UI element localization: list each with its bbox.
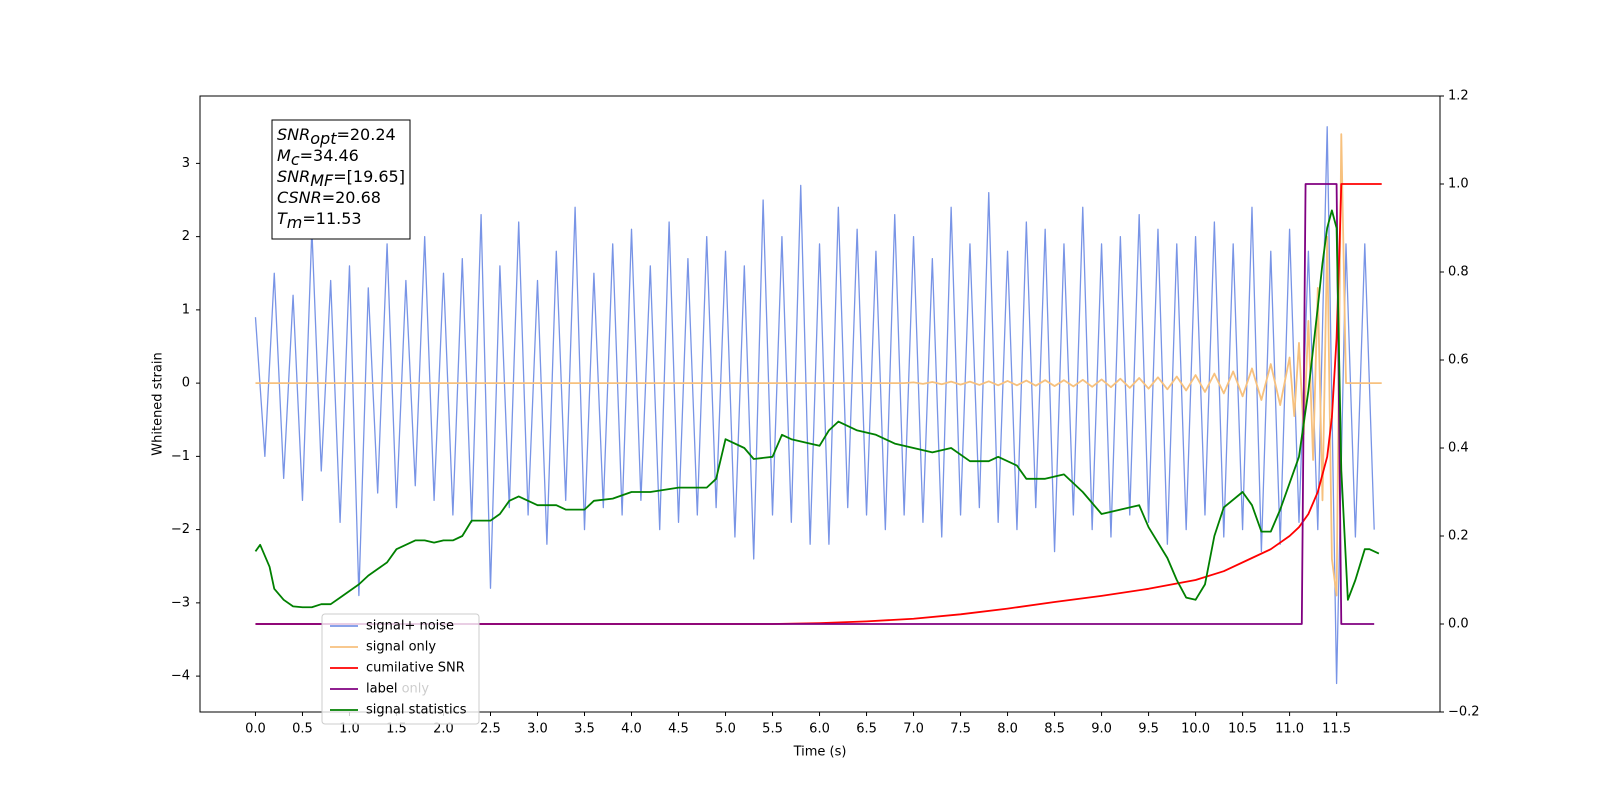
- annotation-value: =11.53: [302, 209, 361, 228]
- annotation-symbol: CSNR: [277, 188, 322, 207]
- y2-tick-label: 0.4: [1448, 441, 1469, 456]
- annotation-line: Mc=34.46: [277, 146, 359, 169]
- annotation-line: CSNR=20.68: [277, 188, 381, 207]
- legend-label: signal+ noise: [366, 619, 454, 634]
- x-tick-label: 4.0: [621, 722, 642, 737]
- x-tick-label: 6.0: [809, 722, 830, 737]
- series-line: [255, 183, 1375, 625]
- series-line: [254, 126, 1375, 685]
- x-tick-label: 11.0: [1275, 722, 1304, 737]
- x-tick-label: 5.5: [762, 722, 783, 737]
- y2-tick-label: 1.2: [1448, 89, 1469, 104]
- legend-label: signal only: [366, 640, 436, 655]
- annotation-line: SNRopt=20.24: [277, 125, 396, 148]
- x-tick-label: 10.0: [1181, 722, 1210, 737]
- annotation-box: SNRopt=20.24Mc=34.46SNRMF=[19.65]CSNR=20…: [271, 119, 411, 240]
- y-tick-label: 2: [182, 229, 190, 244]
- y2-tick-label: −0.2: [1448, 705, 1480, 720]
- x-tick-label: 8.5: [1044, 722, 1065, 737]
- x-tick-label: 1.5: [386, 722, 407, 737]
- annotation-subscript: MF: [310, 171, 334, 190]
- annotation-line: SNRMF=[19.65]: [277, 167, 405, 190]
- x-tick-label: 9.0: [1091, 722, 1112, 737]
- x-tick-label: 11.5: [1322, 722, 1351, 737]
- annotation-symbol: SNR: [277, 167, 310, 186]
- annotation-subscript: opt: [310, 129, 337, 148]
- x-tick-label: 0.0: [245, 722, 266, 737]
- x-axis-label: Time (s): [793, 745, 847, 760]
- series-line: [254, 209, 1380, 609]
- y2-tick-label: 0.6: [1448, 353, 1469, 368]
- y-axis-label: Whitened strain: [151, 352, 166, 455]
- y-tick-label: −3: [171, 595, 190, 610]
- annotation-value: =[19.65]: [333, 167, 405, 186]
- annotation-line: Tm=11.53: [277, 209, 362, 232]
- y-tick-label: −2: [171, 522, 190, 537]
- annotation-value: =20.68: [322, 188, 381, 207]
- y-tick-label: −1: [171, 449, 190, 464]
- annotation-symbol: M: [277, 146, 291, 165]
- x-tick-label: 4.5: [668, 722, 689, 737]
- x-tick-label: 3.0: [527, 722, 548, 737]
- x-tick-label: 2.0: [433, 722, 454, 737]
- x-tick-label: 6.5: [856, 722, 877, 737]
- annotation-value: =20.24: [336, 125, 395, 144]
- y2-tick-label: 0.8: [1448, 265, 1469, 280]
- y2-tick-label: 0.2: [1448, 529, 1469, 544]
- x-tick-label: 9.5: [1138, 722, 1159, 737]
- x-tick-label: 7.0: [903, 722, 924, 737]
- x-tick-label: 1.0: [339, 722, 360, 737]
- y-tick-label: 3: [182, 156, 190, 171]
- annotation-symbol: SNR: [277, 125, 310, 144]
- y-tick-label: −4: [171, 669, 190, 684]
- x-tick-label: 5.0: [715, 722, 736, 737]
- annotation-frame: [271, 119, 411, 240]
- x-tick-label: 0.5: [292, 722, 313, 737]
- x-tick-label: 3.5: [574, 722, 595, 737]
- annotation-subscript: m: [287, 213, 303, 232]
- y-tick-label: 1: [182, 302, 190, 317]
- y2-tick-label: 1.0: [1448, 177, 1469, 192]
- x-tick-label: 10.5: [1228, 722, 1257, 737]
- series-line: [255, 133, 1382, 597]
- y-tick-label: 0: [182, 376, 190, 391]
- legend-label: cumilative SNR: [366, 661, 465, 676]
- annotation-symbol: T: [277, 209, 288, 228]
- series-line: [255, 183, 1382, 625]
- x-tick-label: 7.5: [950, 722, 971, 737]
- legend-box: [321, 613, 480, 725]
- x-tick-label: 2.5: [480, 722, 501, 737]
- x-tick-label: 8.0: [997, 722, 1018, 737]
- y2-tick-label: 0.0: [1448, 617, 1469, 632]
- legend-label: label: [366, 682, 397, 697]
- annotation-value: =34.46: [300, 146, 359, 165]
- annotation-subscript: c: [291, 150, 300, 169]
- legend-label: signal statistics: [366, 703, 467, 718]
